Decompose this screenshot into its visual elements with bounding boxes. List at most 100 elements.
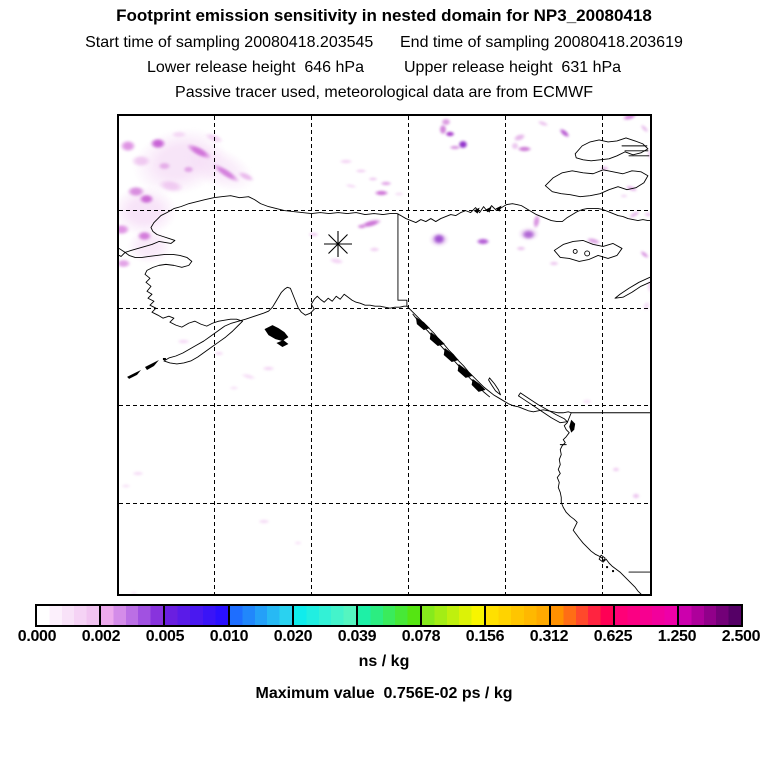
plume-blob <box>445 131 455 137</box>
colorbar-segment <box>101 606 166 625</box>
plume-blob <box>647 279 650 293</box>
colorbar-segment <box>357 606 423 625</box>
coastal-islet <box>612 570 615 573</box>
plume-blob <box>119 223 130 235</box>
graticule-parallel <box>119 308 650 309</box>
kodiak-island <box>264 325 289 348</box>
plume-blob <box>150 137 166 149</box>
graticule-parallel <box>119 503 650 504</box>
banks-island-fjords <box>621 145 650 157</box>
puget-sound-marks <box>569 419 576 433</box>
plume-blob <box>131 155 151 167</box>
colorbar-units-label: ns / kg <box>358 653 410 670</box>
plume-blob <box>132 470 144 476</box>
plume-blob <box>368 177 378 181</box>
panhandle-westcoast <box>406 305 642 594</box>
colorbar <box>35 604 743 627</box>
plume-blob <box>157 162 171 170</box>
plume-blob <box>632 493 640 499</box>
plume-blob <box>521 229 535 239</box>
right-edge-peninsula <box>614 276 650 299</box>
colorbar-segment <box>293 606 358 625</box>
plume-blob <box>516 146 532 152</box>
plume-blob <box>516 245 526 251</box>
plume-blob <box>130 591 138 594</box>
left-edge-fragment <box>119 247 126 257</box>
west-alaska-coast <box>124 222 408 365</box>
graticule-meridian <box>602 116 603 594</box>
colorbar-segment <box>422 606 487 625</box>
graticule-parallel <box>119 210 650 211</box>
colorbar-tick-label: 2.500 <box>721 628 761 645</box>
plume-blob <box>644 211 650 217</box>
colorbar-tick-label: 0.000 <box>17 628 57 645</box>
page-title: Footprint emission sensitivity in nested… <box>116 6 652 25</box>
small-lake <box>572 248 578 254</box>
colorbar-tick-label: 0.039 <box>337 628 377 645</box>
colorbar-tick-label: 0.005 <box>145 628 185 645</box>
colorbar-segment <box>678 606 742 625</box>
plume-blob <box>119 258 131 268</box>
plume-blob <box>182 165 194 173</box>
colorbar-segment <box>486 606 551 625</box>
plume-blob <box>380 180 392 186</box>
graticule-layer <box>119 116 650 594</box>
plume-blob <box>429 231 449 247</box>
plume-blob <box>647 148 650 160</box>
tracer-info-line: Passive tracer used, meteorological data… <box>175 84 593 101</box>
plume-blob <box>294 541 302 545</box>
plume-blob <box>339 158 353 164</box>
colorbar-tick-label: 0.625 <box>593 628 633 645</box>
colorbar-tick-label: 0.010 <box>209 628 249 645</box>
plume-blob <box>394 192 404 196</box>
arctic-coast <box>153 195 650 224</box>
plume-blob <box>258 518 270 524</box>
plume-blob <box>171 130 187 138</box>
colorbar-tick-label: 0.078 <box>401 628 441 645</box>
sampling-times-line: Start time of sampling 20080418.203545 E… <box>85 34 683 51</box>
release-point-marker <box>324 231 352 257</box>
small-lake <box>584 250 591 257</box>
plume-blob <box>599 165 609 171</box>
plume-blob <box>120 140 136 152</box>
graticule-meridian <box>408 116 409 594</box>
plume-blob <box>214 350 224 356</box>
plume-blob <box>136 231 152 241</box>
mackenzie-delta-marks <box>473 205 502 214</box>
haida-gwaii <box>488 377 501 396</box>
sf-bay <box>598 554 606 563</box>
victoria-island-south <box>553 240 623 262</box>
plume-blob <box>373 190 389 196</box>
alaska-yukon-border <box>397 213 408 307</box>
plume-blob <box>612 466 620 472</box>
aleutian-islet <box>162 357 166 360</box>
coastal-islet <box>606 566 609 569</box>
plume-blob <box>449 144 461 150</box>
colorbar-tick-label: 0.312 <box>529 628 569 645</box>
plume-blob <box>433 234 445 244</box>
plume-blob <box>582 398 592 404</box>
colorbar-segment <box>165 606 230 625</box>
plume-blob <box>356 223 366 229</box>
colorbar-tick-label: 1.250 <box>657 628 697 645</box>
plume-blob <box>121 484 131 488</box>
plume-blob <box>368 246 380 252</box>
colorbar-tick-label: 0.020 <box>273 628 313 645</box>
colorbar-segment <box>37 606 102 625</box>
plume-blob <box>261 365 275 371</box>
coastline-layer <box>119 137 650 594</box>
colorbar-segment <box>229 606 294 625</box>
plume-blob <box>138 194 154 204</box>
graticule-parallel <box>119 405 650 406</box>
plume-blob <box>439 123 447 135</box>
plume-blob <box>511 142 519 150</box>
plume-blob <box>127 185 145 197</box>
emission-plume-layer <box>119 116 650 594</box>
plume-blob <box>517 227 539 241</box>
plume-blob <box>229 386 239 390</box>
victoria-island <box>544 169 649 198</box>
colorbar-tick-label: 0.156 <box>465 628 505 645</box>
map-canvas <box>117 114 652 596</box>
colorbar-tick-label: 0.002 <box>81 628 121 645</box>
plume-blob <box>441 118 451 126</box>
